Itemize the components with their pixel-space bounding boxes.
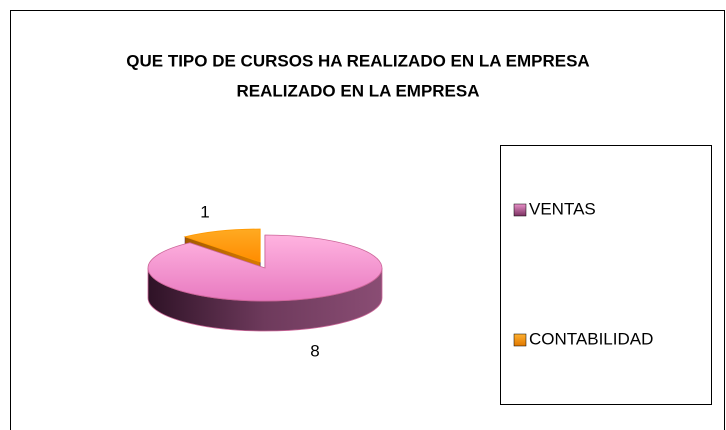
legend-swatch	[513, 333, 527, 347]
legend-label: VENTAS	[529, 199, 596, 218]
data-label: 8	[310, 341, 319, 360]
legend-swatch	[513, 203, 527, 217]
pie	[147, 228, 383, 332]
legend-label: CONTABILIDAD	[529, 329, 653, 348]
legend-box	[500, 145, 712, 405]
data-label: 1	[200, 202, 209, 221]
legend: VENTAS CONTABILIDAD	[513, 199, 653, 348]
chart-title: QUE TIPO DE CURSOS HA REALIZADO EN LA EM…	[126, 51, 589, 70]
slice	[147, 234, 383, 302]
slice	[183, 228, 261, 263]
chart-border	[10, 10, 725, 430]
chart-title: REALIZADO EN LA EMPRESA	[236, 81, 479, 100]
